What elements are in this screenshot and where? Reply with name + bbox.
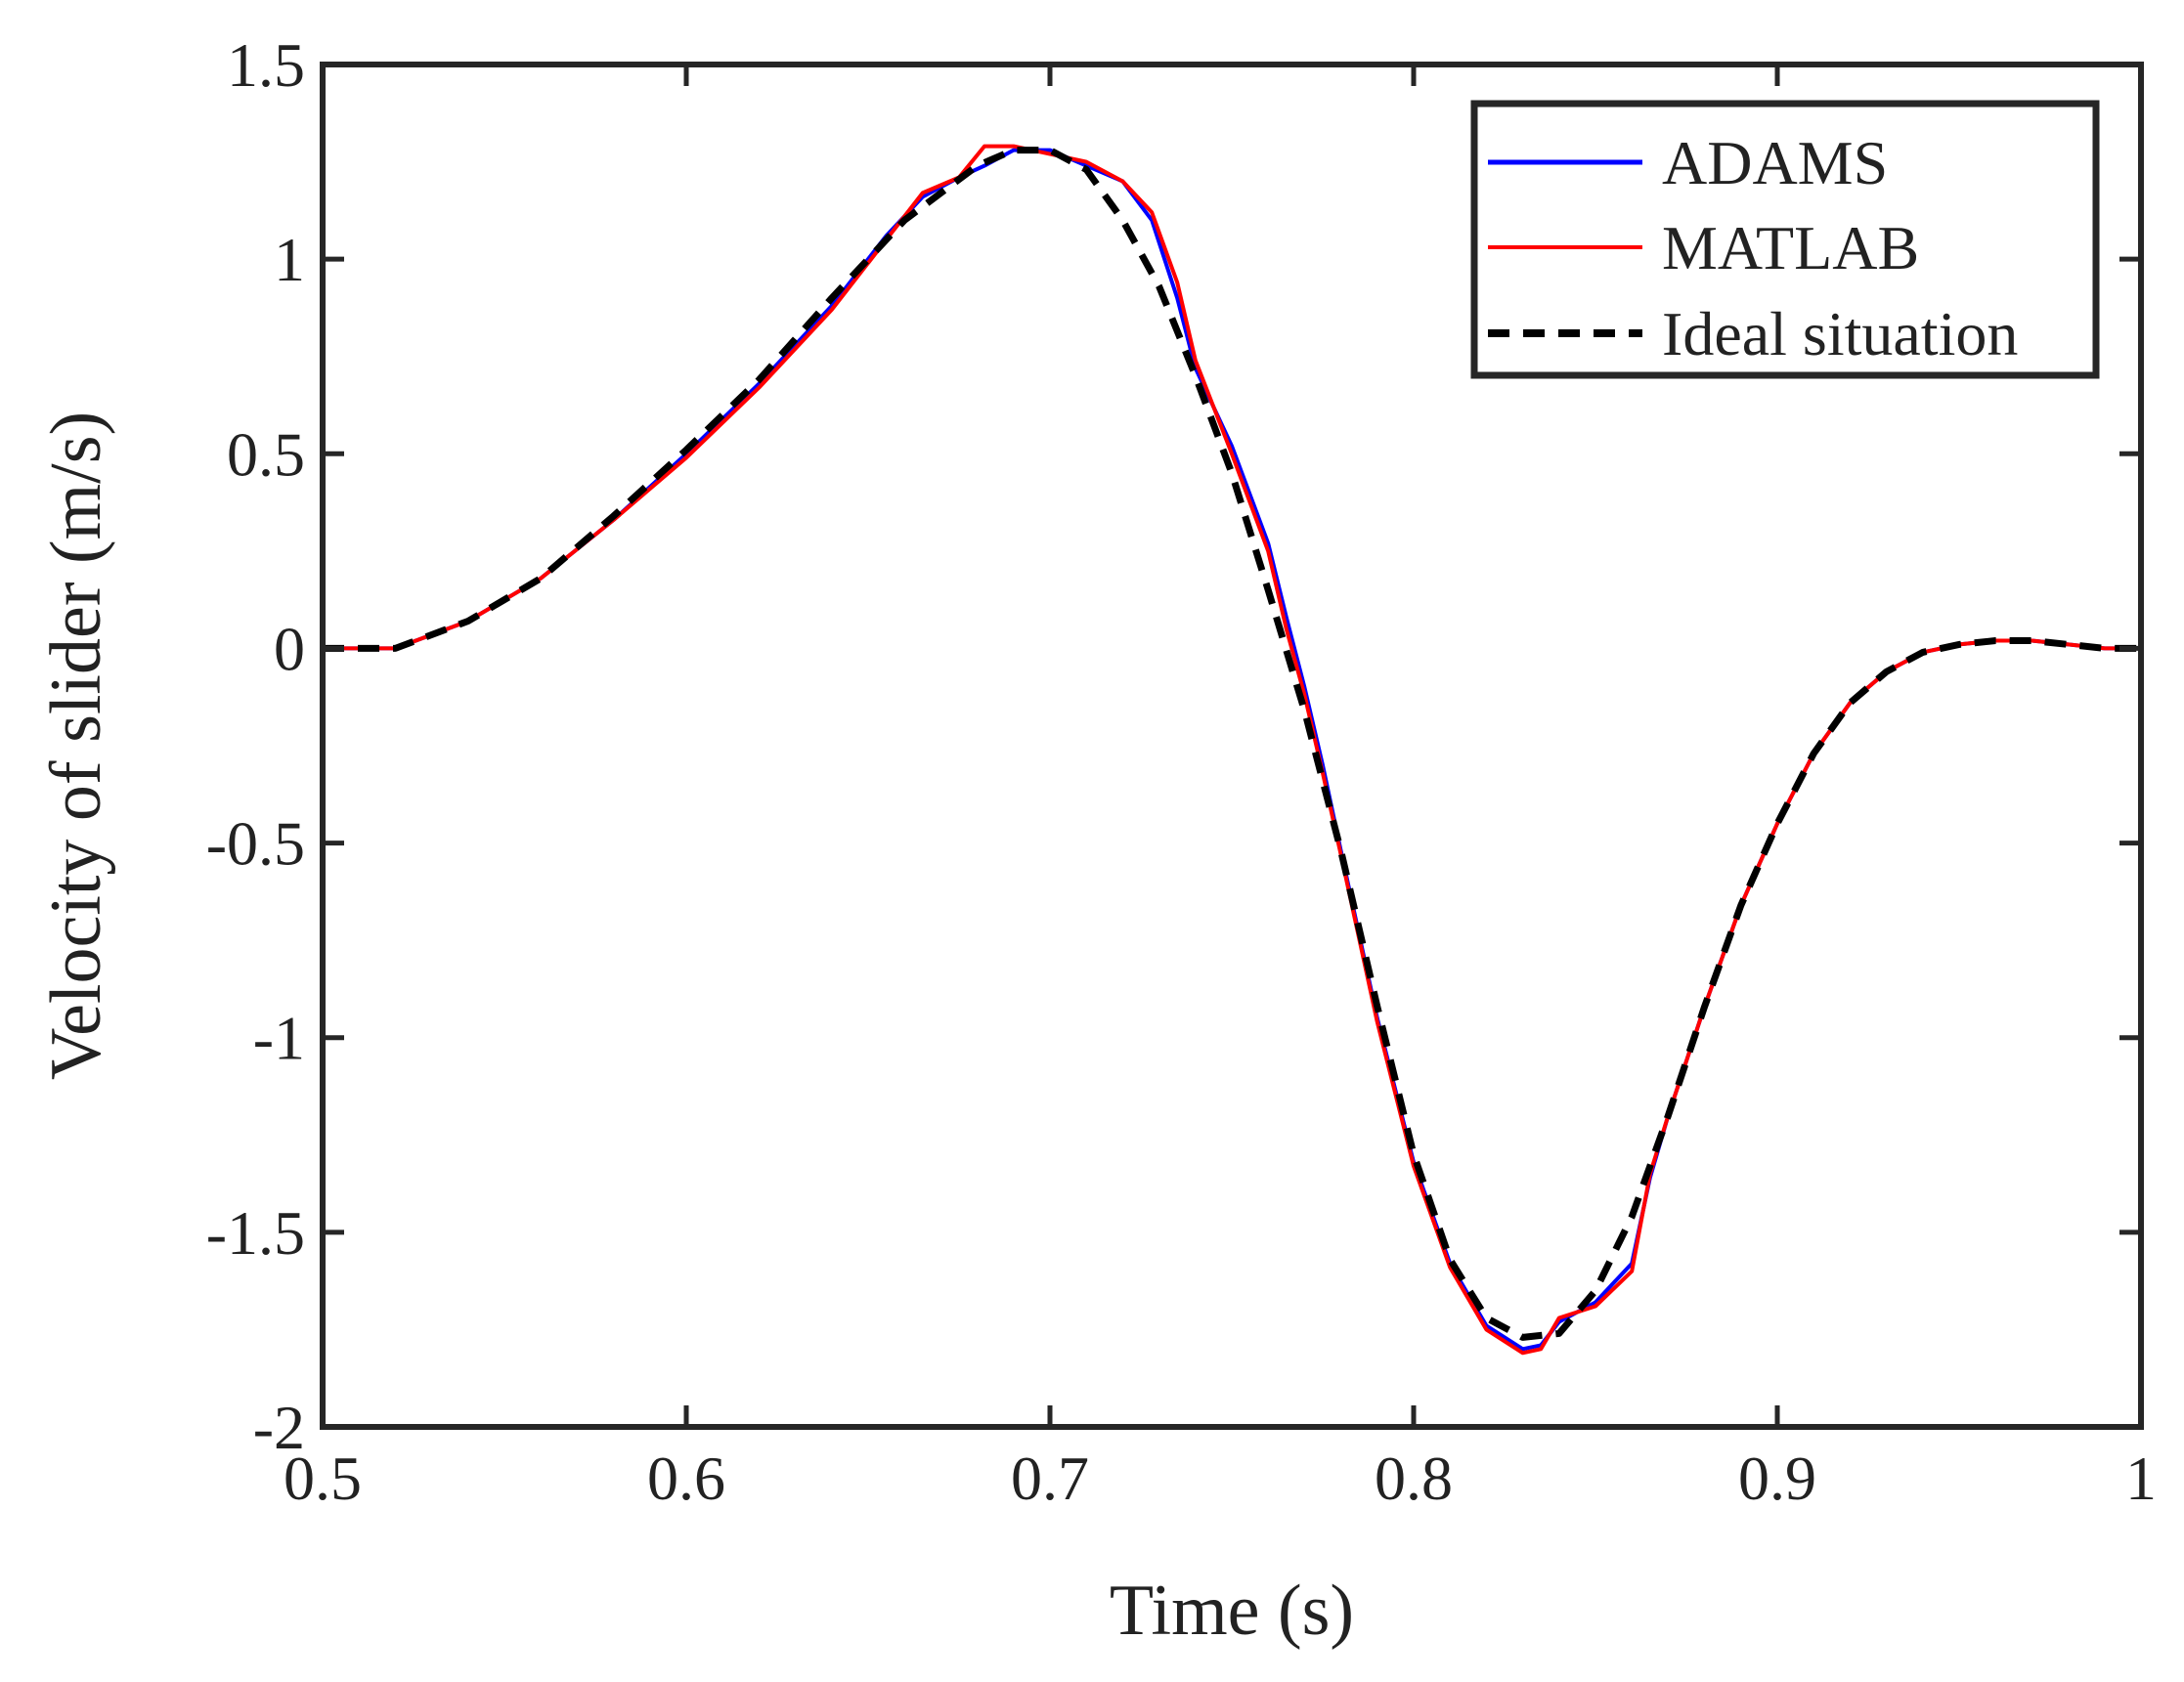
y-tick-label: -1.5 [206,1198,305,1268]
y-tick-label: 1.5 [227,30,305,100]
legend-label-ideal: Ideal situation [1662,299,2018,368]
x-tick-label: 0.8 [1375,1444,1453,1513]
x-tick-label: 0.7 [1011,1444,1089,1513]
x-axis-label: Time (s) [1110,1571,1354,1651]
legend: ADAMS MATLAB Ideal situation [1470,100,2100,379]
y-tick-label: 0 [274,614,305,683]
legend-label-adams: ADAMS [1662,128,1888,197]
tick-label-layer: 0.5 0.6 0.7 0.8 0.9 1 1.5 1 0.5 0 -0.5 -1 -1.5 -2 [206,30,2157,1513]
plot-frame [320,62,2144,1430]
y-tick-label: 1 [274,225,305,294]
x-tick-label: 0.6 [647,1444,725,1513]
y-tick-label: 0.5 [227,419,305,489]
y-tick-label: -1 [253,1004,305,1073]
x-tick-label: 0.5 [284,1444,362,1513]
x-tick-label: 0.9 [1738,1444,1816,1513]
y-tick-label: -2 [253,1393,305,1462]
x-tick-label: 1 [2125,1444,2157,1513]
tick-layer [320,62,2144,1430]
series-layer [323,144,2141,1356]
y-axis-label: Velocity of slider (m/s) [36,411,116,1080]
y-tick-label: -0.5 [206,809,305,879]
legend-label-matlab: MATLAB [1662,213,1919,282]
series-line-ideal-situation [323,147,2141,1341]
